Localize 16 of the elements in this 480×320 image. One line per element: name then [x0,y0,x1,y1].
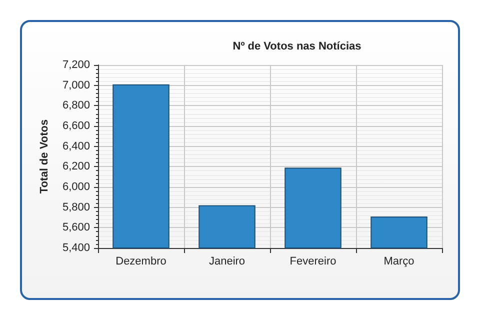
y-axis-title: Total de Votos [38,119,50,194]
x-tick-label: Março [384,256,414,268]
x-tick-label: Janeiro [208,256,246,268]
y-tick-label: 7,000 [62,79,90,92]
y-tick-label: 6,800 [62,100,90,112]
y-tick-label: 6,600 [62,120,90,132]
y-tick-label: 7,200 [62,59,90,71]
y-tick-label: 6,000 [62,181,90,193]
y-tick-label: 5,800 [62,201,90,214]
x-tick-label: Dezembro [116,256,166,268]
y-tick-label: 6,400 [62,140,90,152]
y-tick-label: 5,400 [62,242,90,254]
y-tick-label: 5,600 [62,222,90,234]
y-tick-label: 6,200 [62,160,90,173]
x-tick-label: Fevereiro [290,256,336,268]
chart-title: Nº de Votos nas Notícias [232,40,362,52]
